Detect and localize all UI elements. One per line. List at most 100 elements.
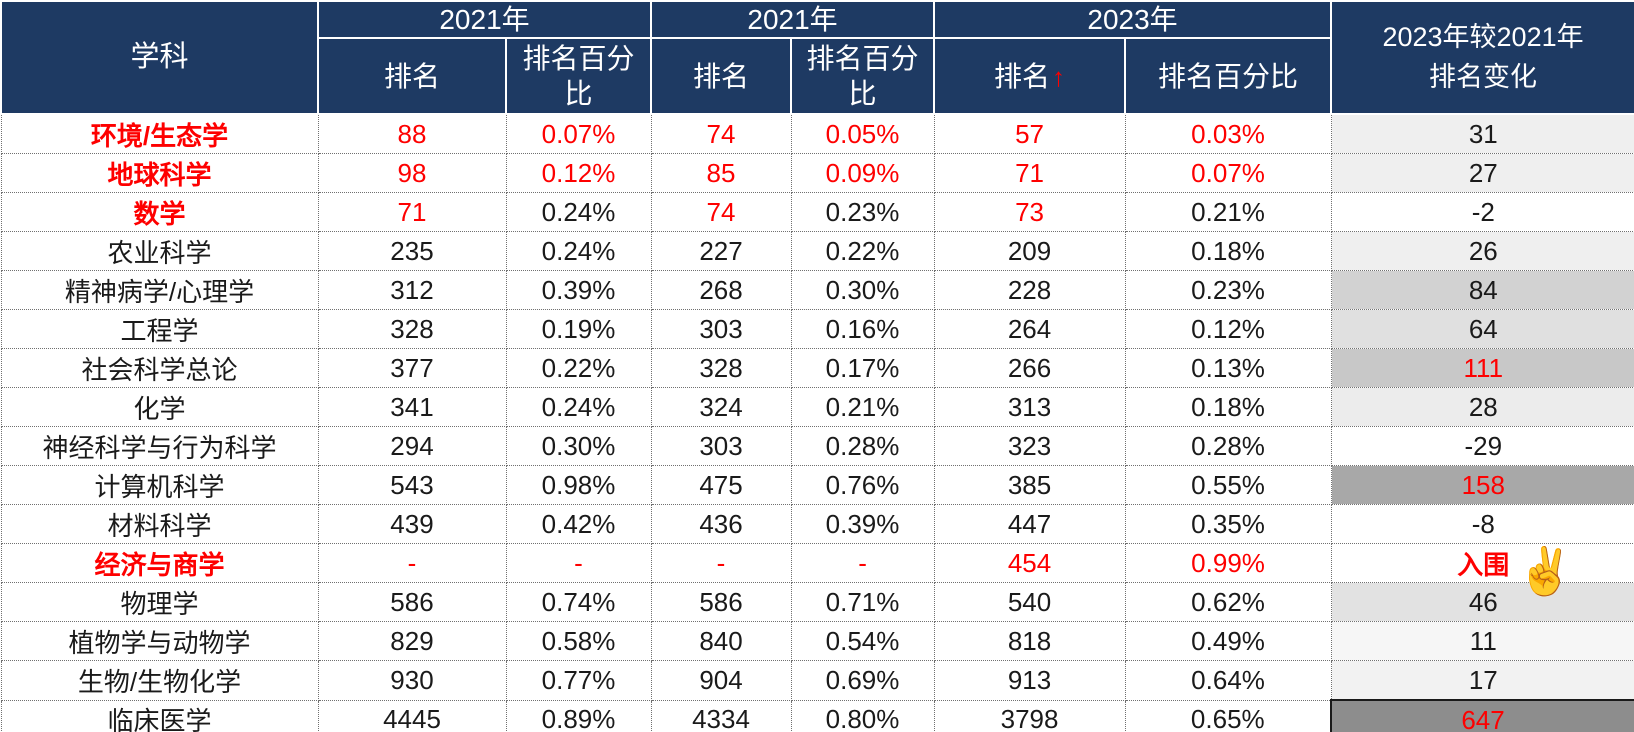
table-row: 临床医学 4445 0.89% 4334 0.80% 3798 0.65% 647 bbox=[0, 699, 1634, 732]
percentile-cell: 0.30% bbox=[505, 426, 652, 466]
subject-cell: 精神病学/心理学 bbox=[0, 270, 319, 310]
percentile-cell: 0.05% bbox=[790, 113, 935, 154]
rank-change-cell: 27 bbox=[1330, 153, 1634, 193]
table-row: 材料科学 439 0.42% 436 0.39% 447 0.35% -8 bbox=[0, 504, 1634, 544]
rank-change-value: -8 bbox=[1471, 508, 1495, 539]
table-row: 地球科学 98 0.12% 85 0.09% 71 0.07% 27 bbox=[0, 153, 1634, 193]
rank-cell: 294 bbox=[317, 426, 507, 466]
rank-change-cell: 111 bbox=[1330, 348, 1634, 388]
percentile-cell: 0.09% bbox=[790, 153, 935, 193]
percentile-cell: 0.55% bbox=[1124, 465, 1332, 505]
rank-header-2023: 排名↑ bbox=[933, 37, 1127, 115]
rank-change-value: 46 bbox=[1468, 586, 1498, 617]
rank-cell: 71 bbox=[933, 153, 1126, 193]
subject-cell: 环境/生态学 bbox=[0, 113, 319, 154]
percentile-cell: 0.22% bbox=[790, 231, 935, 271]
percentile-cell: 0.80% bbox=[790, 699, 935, 732]
table-row: 神经科学与行为科学 294 0.30% 303 0.28% 323 0.28% -29 bbox=[0, 426, 1634, 466]
rank-cell: 227 bbox=[650, 231, 792, 271]
percentile-cell: 0.62% bbox=[1124, 582, 1332, 622]
rank-change-cell: 31 bbox=[1330, 113, 1634, 154]
rank-cell: 303 bbox=[650, 309, 792, 349]
rank-change-cell: -29 bbox=[1330, 426, 1634, 466]
rank-cell: 447 bbox=[933, 504, 1126, 544]
rank-cell: 328 bbox=[317, 309, 507, 349]
rank-cell: 543 bbox=[317, 465, 507, 505]
subject-cell: 数学 bbox=[0, 192, 319, 232]
rank-change-value: -29 bbox=[1464, 430, 1503, 461]
percentile-cell: 0.22% bbox=[505, 348, 652, 388]
percentile-cell: 0.28% bbox=[790, 426, 935, 466]
percentile-cell: 0.54% bbox=[790, 621, 935, 661]
header-sub-row: 排名 排名百分比 排名 排名百分比 排名↑ 排名百分比 bbox=[1, 37, 1634, 115]
percentile-cell: 0.35% bbox=[1124, 504, 1332, 544]
table-row: 经济与商学 - - - -454 0.99% 入围 ✌️ bbox=[0, 543, 1634, 594]
rank-cell: 913 bbox=[933, 660, 1126, 701]
rank-change-cell: 入围 ✌️ bbox=[1330, 543, 1634, 594]
rank-cell: 268 bbox=[650, 270, 792, 310]
percentile-cell: 0.24% bbox=[505, 192, 652, 232]
subject-cell: 植物学与动物学 bbox=[0, 621, 319, 661]
percentile-header-2021b: 排名百分比 bbox=[790, 37, 936, 115]
percentile-cell: 0.77% bbox=[505, 660, 652, 701]
year-group-header-2021b: 2021年 bbox=[650, 0, 936, 39]
header-group-row: 学科 2021年 2021年 2023年 2023年较2021年 排名变化 bbox=[0, 0, 1634, 115]
rank-cell: 266 bbox=[933, 348, 1126, 388]
subject-cell: 材料科学 bbox=[0, 504, 319, 544]
subject-cell: 化学 bbox=[0, 387, 319, 427]
rank-header-2021a: 排名 bbox=[317, 37, 507, 115]
percentile-cell: 0.23% bbox=[790, 192, 935, 232]
table-row: 生物/生物化学 930 0.77% 904 0.69% 913 0.64% 17 bbox=[0, 660, 1634, 701]
rank-cell: 264 bbox=[933, 309, 1126, 349]
rank-change-cell: 158 bbox=[1330, 465, 1634, 505]
rank-change-value: 84 bbox=[1468, 274, 1498, 305]
rank-cell: 385 bbox=[933, 465, 1126, 505]
rank-cell: 74 bbox=[650, 192, 792, 232]
percentile-cell: 0.16% bbox=[790, 309, 935, 349]
percentile-cell: - bbox=[790, 543, 935, 583]
rank-cell: 71 bbox=[317, 192, 507, 232]
table-row: 植物学与动物学 829 0.58% 840 0.54% 818 0.49% 11 bbox=[0, 621, 1634, 661]
percentile-header-2021a: 排名百分比 bbox=[504, 37, 653, 115]
rank-cell: 73 bbox=[933, 192, 1126, 232]
rank-change-cell: 28 bbox=[1330, 387, 1634, 427]
rank-cell: 586 bbox=[317, 582, 507, 622]
rank-cell: 586 bbox=[650, 582, 792, 622]
percentile-cell: 0.42% bbox=[505, 504, 652, 544]
percentile-cell: 0.39% bbox=[505, 270, 652, 310]
rank-cell: 74 bbox=[650, 113, 792, 154]
rank-change-cell: 11 bbox=[1330, 621, 1634, 661]
rank-header-2023-label: 排名 bbox=[994, 60, 1051, 92]
rank-change-cell: 26 bbox=[1330, 231, 1634, 271]
rank-change-value: 28 bbox=[1468, 391, 1498, 422]
rank-cell: 228 bbox=[933, 270, 1126, 310]
table-row: 计算机科学 543 0.98% 475 0.76% 385 0.55% 158 bbox=[0, 465, 1634, 505]
subject-column-header: 学科 bbox=[0, 0, 319, 115]
percentile-cell: 0.65% bbox=[1124, 699, 1332, 732]
percentile-cell: 0.18% bbox=[1124, 387, 1332, 427]
percentile-cell: 0.74% bbox=[505, 582, 652, 622]
percentile-cell: 0.19% bbox=[505, 309, 652, 349]
rank-cell: 313 bbox=[933, 387, 1126, 427]
rank-change-value: 入围 bbox=[1457, 549, 1510, 580]
table-row: 化学 341 0.24% 324 0.21% 313 0.18% 28 bbox=[0, 387, 1634, 427]
rank-change-cell: -8 bbox=[1330, 504, 1634, 544]
rank-cell: - bbox=[650, 543, 792, 583]
percentile-cell: 0.03% bbox=[1124, 113, 1332, 154]
rank-cell: 3798 bbox=[933, 699, 1126, 732]
rank-cell: 840 bbox=[650, 621, 792, 661]
percentile-cell: 0.69% bbox=[790, 660, 935, 701]
year-group-header-2023: 2023年 bbox=[933, 0, 1333, 39]
percentile-cell: 0.24% bbox=[505, 387, 652, 427]
percentile-cell: 0.89% bbox=[505, 699, 652, 732]
table-header: 学科 2021年 2021年 2023年 2023年较2021年 排名变化 排名… bbox=[0, 0, 1634, 115]
subject-cell: 神经科学与行为科学 bbox=[0, 426, 319, 466]
percentile-cell: - bbox=[505, 543, 652, 583]
percentile-cell: 0.17% bbox=[790, 348, 935, 388]
rank-cell: 436 bbox=[650, 504, 792, 544]
percentile-cell: 0.07% bbox=[1124, 153, 1332, 193]
sort-ascending-arrow-icon: ↑ bbox=[1052, 61, 1066, 92]
percentile-cell: 0.24% bbox=[505, 231, 652, 271]
victory-hand-emoji-icon: ✌️ bbox=[1516, 545, 1574, 597]
